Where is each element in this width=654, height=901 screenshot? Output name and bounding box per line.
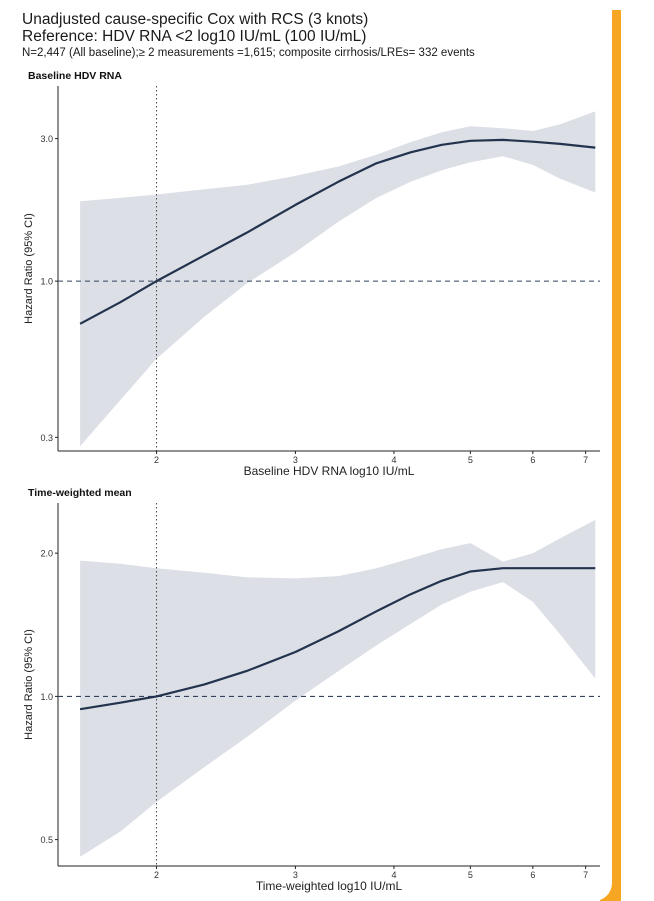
panel-1-confidence-band <box>80 111 596 447</box>
panel-2-x-tick-label: 2 <box>154 870 159 880</box>
figure-title-line-1: Unadjusted cause-specific Cox with RCS (… <box>22 11 369 28</box>
panel-1-x-tick-label: 3 <box>293 455 298 465</box>
panel-2-x-axis-label: Time-weighted log10 IU/mL <box>256 879 403 893</box>
panel-1-x-tick-label: 4 <box>391 455 396 465</box>
panel-1-x-axis-label: Baseline HDV RNA log10 IU/mL <box>244 464 415 478</box>
panel-2-x-tick-label: 3 <box>293 870 298 880</box>
panel-1-x-tick-label: 6 <box>530 455 535 465</box>
panel-2-x-tick-label: 4 <box>391 870 396 880</box>
panel-1-y-axis-label: Hazard Ratio (95% CI) <box>23 213 35 324</box>
panel-2-x-tick-label: 6 <box>530 870 535 880</box>
panel-1-y-tick-label: 3.0 <box>40 134 53 144</box>
figure-title-line-2: Reference: HDV RNA <2 log10 IU/mL (100 I… <box>22 28 367 45</box>
panel-1-hazard-ratio-line <box>79 138 596 325</box>
panel-2-confidence-band <box>80 519 596 857</box>
panel-2-x-tick-label: 5 <box>468 870 473 880</box>
panel-2-y-tick-label: 1.0 <box>40 692 53 702</box>
panel-2-title: Time-weighted mean <box>28 487 132 499</box>
figure-subtitle: N=2,447 (All baseline);≥ 2 measurements … <box>22 47 475 59</box>
panel-2-hazard-ratio-line <box>79 567 596 711</box>
panel-1-y-tick-label: 1.0 <box>40 277 53 287</box>
panel-2-x-tick-label: 7 <box>583 870 588 880</box>
panel-1-y-tick-label: 0.3 <box>40 433 53 443</box>
panel-1-x-tick-label: 2 <box>154 455 159 465</box>
panel-1-x-tick-label: 5 <box>468 455 473 465</box>
panel-2-y-tick-label: 2.0 <box>40 549 53 559</box>
panel-2-y-axis-label: Hazard Ratio (95% CI) <box>23 629 35 740</box>
panel-1-x-tick-label: 7 <box>583 455 588 465</box>
panel-1-title: Baseline HDV RNA <box>28 70 122 82</box>
panel-2-y-tick-label: 0.5 <box>40 835 53 845</box>
